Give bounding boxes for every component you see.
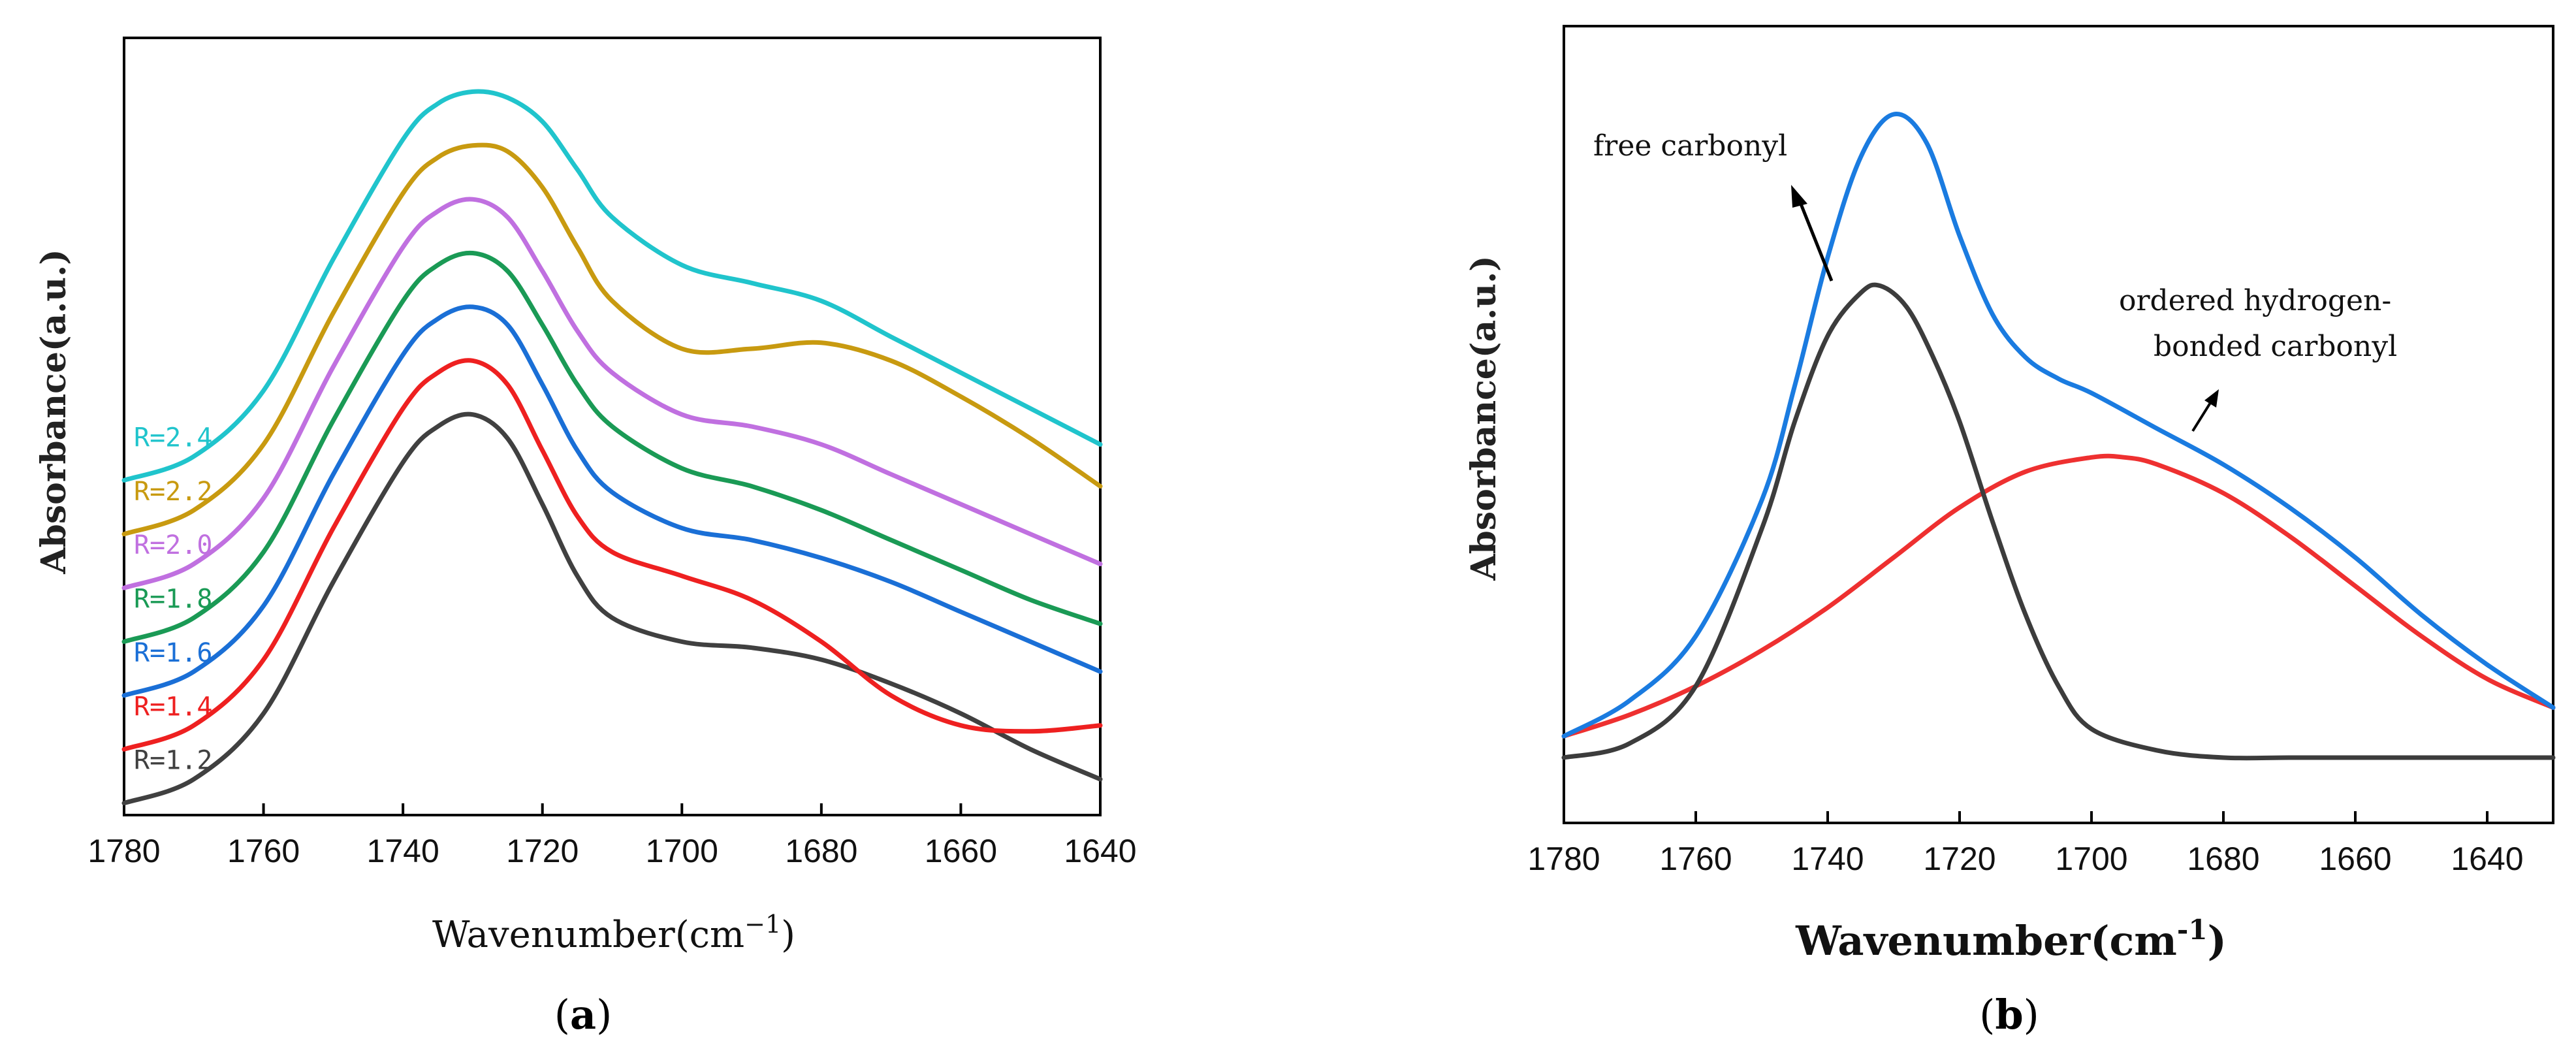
ordered-carbonyl-arrow-icon: [2191, 389, 2219, 432]
panel-a-series-labels: R=1.2 R=1.4 R=1.6 R=1.8 R=2.0 R=2.2 R=2.4: [134, 423, 212, 775]
panel-a-x-tick-label: 1700: [646, 833, 718, 869]
ordered-carbonyl-annotation-line2: bonded carbonyl: [2154, 330, 2397, 363]
b-series-line-0: [1561, 112, 2556, 739]
panel-a-plot-frame: [123, 37, 1102, 816]
panel-b-plot-frame: [1563, 25, 2554, 824]
panel-b-caption: (b): [1979, 991, 2039, 1038]
panel-a-caption: (a): [554, 991, 612, 1038]
panel-b-x-tick-label: 1660: [2319, 841, 2391, 877]
panel-a-x-tick-label: 1680: [785, 833, 857, 869]
panel-a-series-label: R=2.4: [134, 423, 212, 453]
panel-a-series-label: R=1.8: [134, 585, 212, 615]
b-series-line-2: [1561, 453, 2556, 739]
panel-b-y-axis-label: Absorbance(a.u.): [1464, 255, 1504, 581]
panel-a-series-label: R=1.4: [134, 692, 212, 722]
panel-a-x-tick-label: 1760: [227, 833, 300, 869]
a-series-line-1: [121, 358, 1103, 752]
panel-b-x-tick-label: 1640: [2451, 841, 2523, 877]
a-series-line-5: [121, 142, 1103, 537]
panel-b-x-tick-label: 1720: [1923, 841, 1996, 877]
panel-b-ticks: 1780 1760 1740 1720 1700 1680 1660 1640: [1527, 811, 2524, 877]
panel-a-x-tick-label: 1740: [367, 833, 439, 869]
panel-a-series-label: R=2.0: [134, 530, 212, 560]
panel-b-x-tick-label: 1740: [1791, 841, 1864, 877]
panel-b-x-tick-label: 1680: [2187, 841, 2259, 877]
panel-a-x-tick-label: 1720: [506, 833, 579, 869]
panel-b-x-tick-label: 1760: [1659, 841, 1732, 877]
panel-b-x-tick-label: 1780: [1527, 841, 1600, 877]
panel-a-x-tick-label: 1640: [1064, 833, 1136, 869]
panel-a: 1780 1760 1740 1720 1700 1680 1660 1640 R=1.2R=…: [34, 37, 1137, 1038]
panel-a-series-label: R=1.6: [134, 638, 212, 668]
free-carbonyl-arrow-icon: [1791, 185, 1834, 281]
a-series-line-2: [121, 304, 1103, 698]
panel-a-series-label: R=2.2: [134, 477, 212, 507]
a-series-line-3: [121, 250, 1103, 644]
panel-b-x-tick-label: 1700: [2055, 841, 2127, 877]
b-series-line-1: [1561, 282, 2556, 761]
a-series-line-4: [121, 197, 1103, 590]
panel-a-y-axis-label: Absorbance(a.u.): [34, 249, 74, 575]
panel-a-x-axis-label: Wavenumber(cm−1): [432, 910, 795, 956]
free-carbonyl-annotation: free carbonyl: [1593, 129, 1787, 163]
panel-a-x-tick-label: 1660: [925, 833, 997, 869]
panel-a-series: [121, 89, 1103, 806]
ordered-carbonyl-annotation-line1: ordered hydrogen-: [2119, 284, 2391, 317]
panel-b-x-axis-label: Wavenumber(cm-1): [1795, 914, 2227, 965]
panel-b: 1780 1760 1740 1720 1700 1680 1660 1640 free ca…: [1464, 25, 2556, 1038]
panel-b-series: [1561, 112, 2556, 761]
a-series-line-6: [121, 89, 1103, 483]
a-series-line-0: [121, 411, 1103, 806]
panel-a-x-tick-label: 1780: [87, 833, 160, 869]
panel-a-series-label: R=1.2: [134, 746, 212, 776]
panel-a-ticks: 1780 1760 1740 1720 1700 1680 1660 1640: [87, 803, 1137, 869]
